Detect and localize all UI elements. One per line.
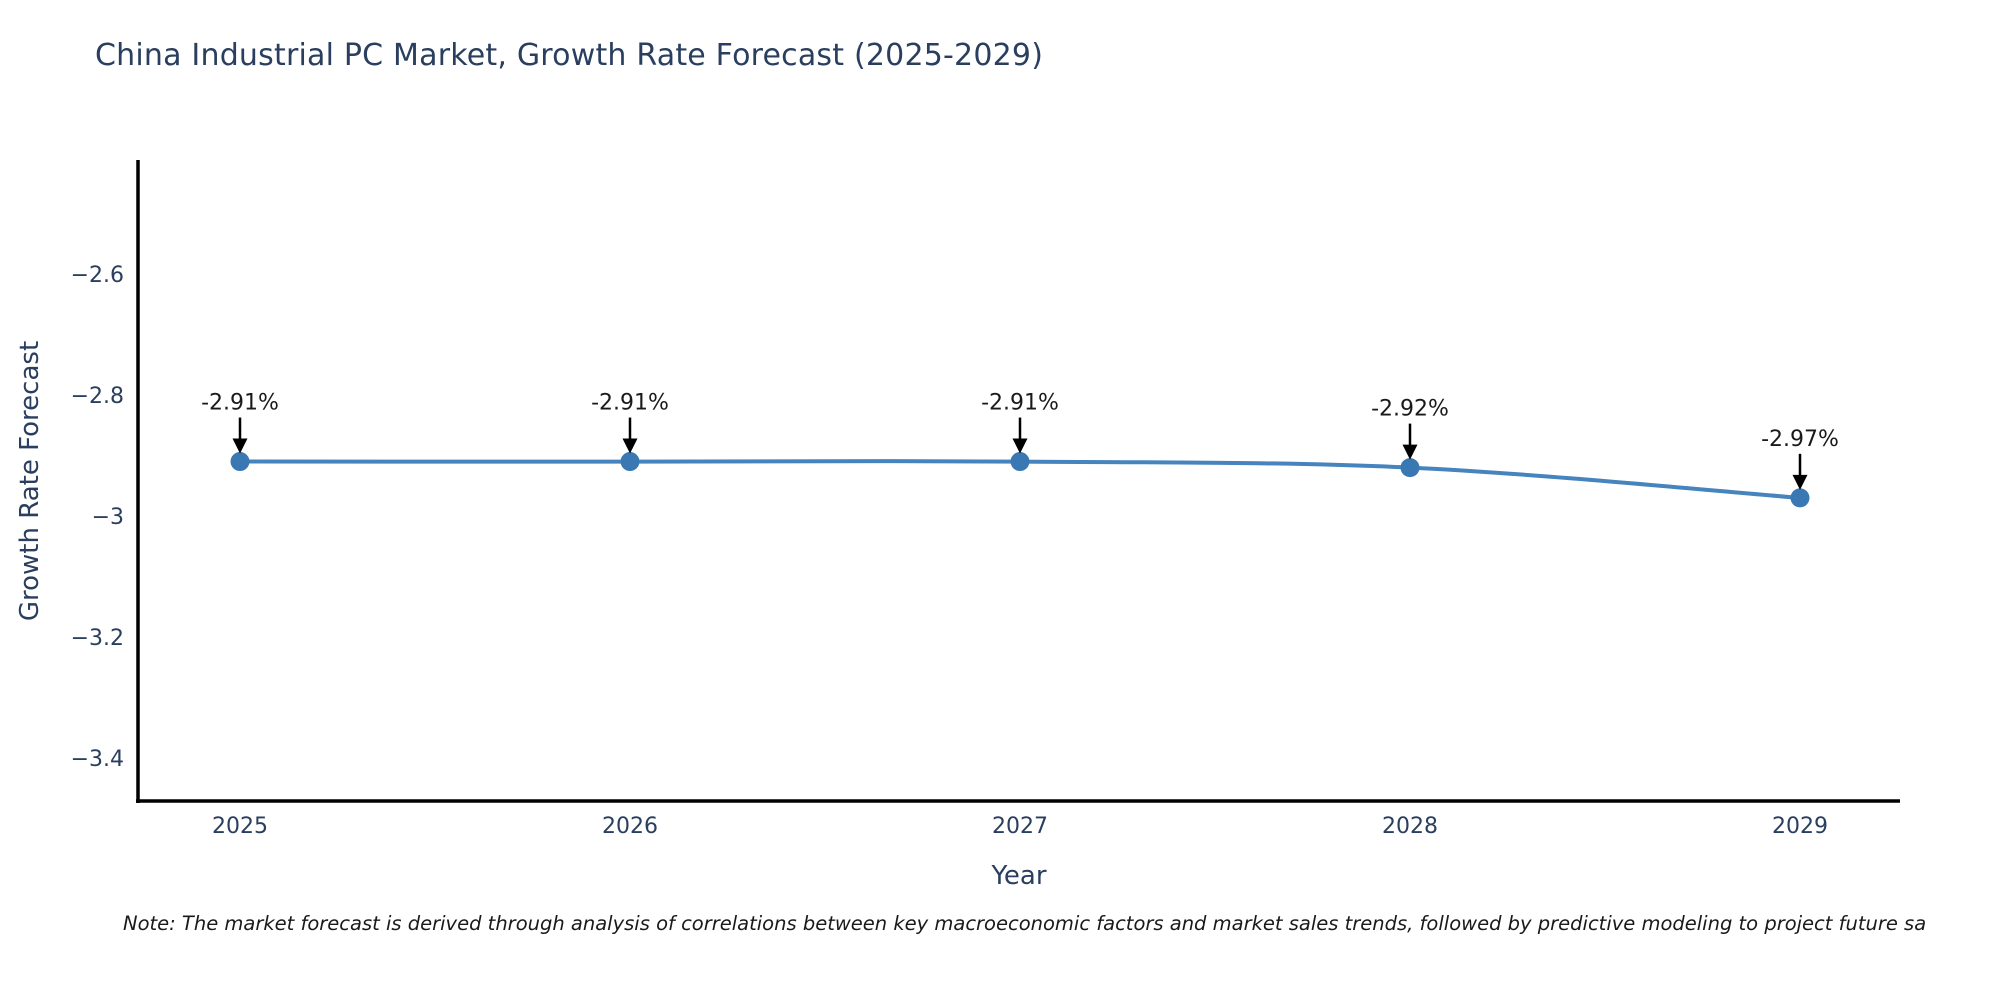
footnote: Note: The market forecast is derived thr…: [123, 912, 1927, 935]
x-tick-label: 2026: [602, 814, 658, 839]
y-tick-label: −2.8: [71, 384, 124, 409]
x-tick-label: 2029: [1772, 814, 1828, 839]
data-point-marker: [1010, 452, 1030, 472]
point-annotation: -2.91%: [591, 391, 669, 416]
annotation-arrow-head: [232, 438, 248, 454]
annotation-arrow-head: [622, 438, 638, 454]
data-point-marker: [230, 452, 250, 472]
point-annotation: -2.92%: [1371, 397, 1449, 422]
data-point-marker: [620, 452, 640, 472]
data-point-marker: [1790, 488, 1810, 508]
x-tick-label: 2028: [1382, 814, 1438, 839]
y-tick-label: −2.6: [71, 263, 124, 288]
point-annotation: -2.91%: [201, 391, 279, 416]
annotation-arrow-head: [1012, 438, 1028, 454]
point-annotation: -2.91%: [981, 391, 1059, 416]
x-tick-label: 2027: [992, 814, 1048, 839]
y-tick-label: −3: [92, 505, 124, 530]
annotation-arrow-head: [1792, 474, 1808, 490]
data-point-marker: [1400, 458, 1420, 478]
y-axis-title: Growth Rate Forecast: [15, 341, 45, 621]
point-annotation: -2.97%: [1761, 427, 1839, 452]
chart-title: China Industrial PC Market, Growth Rate …: [95, 38, 1044, 73]
x-axis-title: Year: [990, 861, 1046, 891]
y-tick-label: −3.4: [71, 747, 124, 772]
x-tick-label: 2025: [212, 814, 268, 839]
y-tick-label: −3.2: [71, 626, 124, 651]
growth-rate-line-chart: −2.6 −2.8 −3 −3.2 −3.4 2025 2026 2027 2028 2029 Gr…: [15, 160, 1900, 891]
annotation-arrow-head: [1402, 444, 1418, 460]
